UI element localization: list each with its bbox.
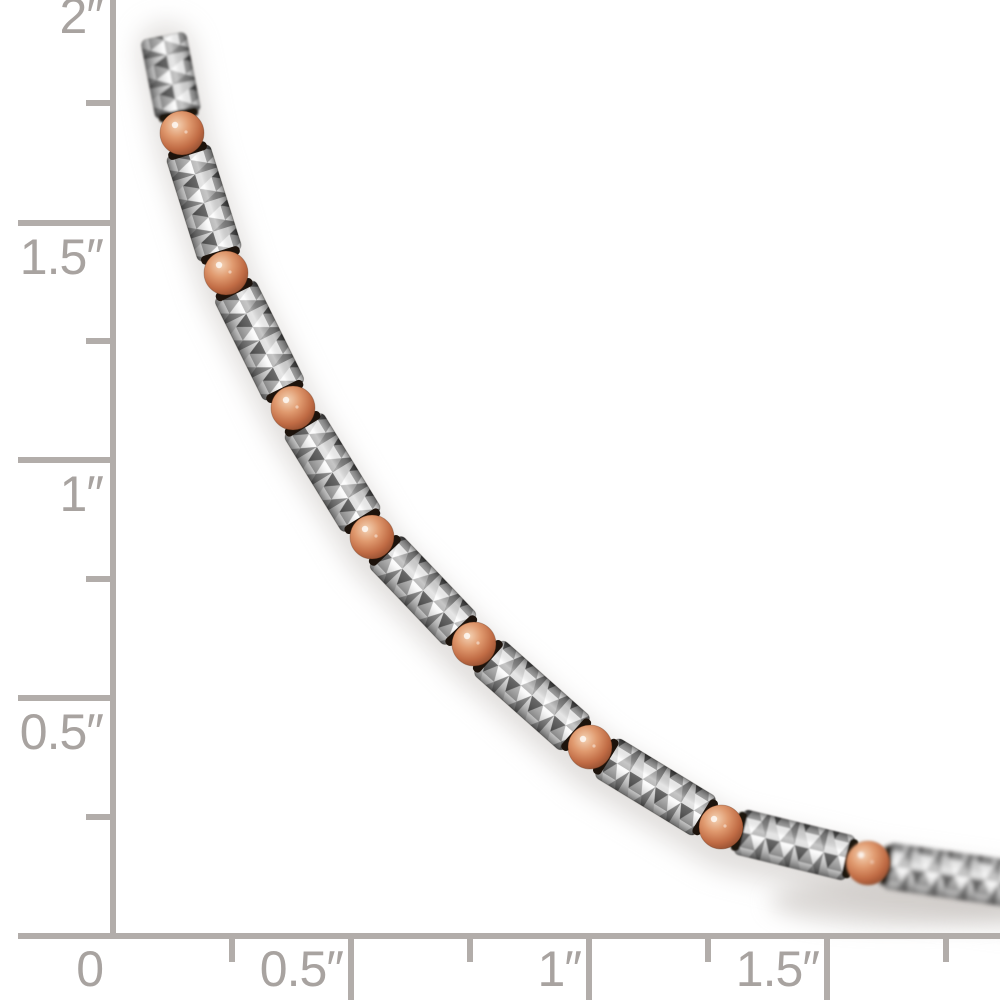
tube-shading <box>285 413 380 532</box>
tube-shading <box>166 144 242 262</box>
bead-body <box>567 724 613 770</box>
bead-specular-highlight <box>282 396 290 404</box>
bead-sparkle <box>592 744 596 748</box>
rose-gold-bead <box>203 250 249 296</box>
tube-shading <box>141 32 201 119</box>
tube-shading <box>595 739 716 835</box>
bead-body <box>203 250 249 296</box>
bead-body <box>845 840 891 886</box>
tube-shading <box>734 810 855 880</box>
chain-tube-segment <box>140 32 201 123</box>
bead-body <box>698 804 744 850</box>
chain-tube-segment <box>879 843 1000 907</box>
bead-specular-highlight <box>171 121 179 129</box>
tube-shading <box>370 536 476 645</box>
bead-sparkle <box>870 860 874 864</box>
bead-sparkle <box>228 270 232 274</box>
chain-shadow <box>138 23 1000 926</box>
rose-gold-beads <box>159 110 891 886</box>
bead-specular-highlight <box>215 261 223 269</box>
bead-specular-highlight <box>710 815 718 823</box>
bead-body <box>270 385 316 431</box>
bead-body <box>451 621 497 667</box>
tube-shading <box>474 641 590 750</box>
tube-shading <box>883 843 1000 906</box>
bead-specular-highlight <box>463 632 471 640</box>
bead-sparkle <box>723 824 727 828</box>
bead-specular-highlight <box>579 735 587 743</box>
bead-body <box>159 110 205 156</box>
rose-gold-bead <box>451 621 497 667</box>
bead-sparkle <box>374 534 378 538</box>
bead-sparkle <box>476 641 480 645</box>
rose-gold-bead <box>270 385 316 431</box>
rose-gold-bead <box>349 514 395 560</box>
bead-body <box>349 514 395 560</box>
rose-gold-bead <box>845 840 891 886</box>
rose-gold-bead <box>567 724 613 770</box>
bead-sparkle <box>295 405 299 409</box>
rose-gold-bead <box>698 804 744 850</box>
bead-specular-highlight <box>857 851 865 859</box>
tube-shading <box>215 280 304 401</box>
chain-drop-shadow <box>138 23 1000 926</box>
bead-sparkle <box>184 130 188 134</box>
rose-gold-bead <box>159 110 205 156</box>
bead-specular-highlight <box>361 525 369 533</box>
